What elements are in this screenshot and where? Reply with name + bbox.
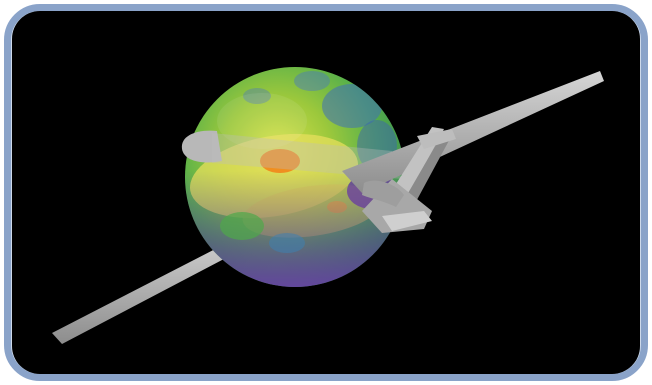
image-canvas <box>12 11 640 374</box>
aircraft-engine <box>362 180 404 207</box>
aircraft-right-wing <box>342 71 604 193</box>
radiation-pattern-illustration <box>52 67 604 344</box>
aircraft-nose <box>181 130 222 163</box>
aircraft-left-wing <box>52 227 262 344</box>
